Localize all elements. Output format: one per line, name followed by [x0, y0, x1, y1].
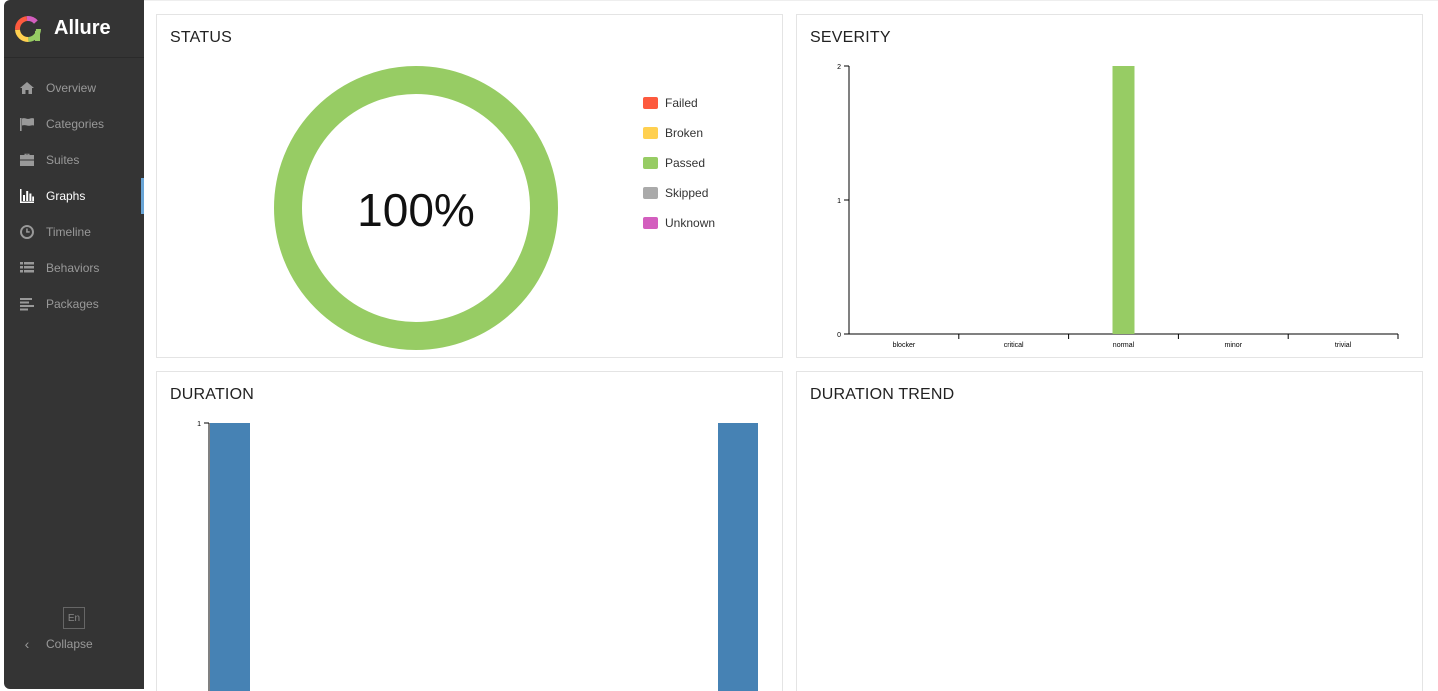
- legend-swatch: [643, 187, 658, 199]
- legend-label: Failed: [665, 96, 698, 110]
- status-chart: 100%: [274, 66, 558, 350]
- donut-center-label: 100%: [357, 184, 475, 236]
- collapse-button[interactable]: ‹ Collapse: [18, 636, 93, 652]
- briefcase-icon: [18, 151, 36, 169]
- legend-label: Passed: [665, 156, 706, 170]
- x-tick-label: normal: [1113, 342, 1135, 349]
- sidebar-item-packages[interactable]: Packages: [4, 286, 144, 322]
- y-tick-label: 1: [197, 421, 201, 428]
- sidebar-item-label: Categories: [46, 117, 105, 131]
- align-left-icon: [18, 295, 36, 313]
- sidebar-item-label: Behaviors: [46, 261, 100, 275]
- clock-icon: [18, 223, 36, 241]
- list-icon: [18, 259, 36, 277]
- x-tick-label: blocker: [893, 342, 916, 349]
- status-legend: Failed Broken Passed Skipped Unknown: [643, 88, 715, 238]
- widget-title: STATUS: [170, 29, 232, 46]
- bar-chart-icon: [18, 187, 36, 205]
- x-tick-label: trivial: [1335, 342, 1352, 349]
- y-tick-label: 0: [837, 332, 841, 339]
- legend-item-failed[interactable]: Failed: [643, 88, 715, 118]
- legend-item-broken[interactable]: Broken: [643, 118, 715, 148]
- legend-swatch: [643, 157, 658, 169]
- sidebar-item-label: Graphs: [46, 189, 86, 203]
- bar-normal: [1112, 66, 1135, 334]
- chevron-left-icon: ‹: [24, 636, 30, 652]
- sidebar-item-label: Suites: [46, 153, 80, 167]
- duration-chart: 1: [197, 421, 758, 691]
- duration-widget: DURATION 1: [156, 371, 783, 691]
- y-tick-label: 1: [837, 198, 841, 205]
- duration-bar: [210, 423, 250, 691]
- sidebar-item-label: Overview: [46, 81, 97, 95]
- flag-icon: [18, 115, 36, 133]
- sidebar-item-overview[interactable]: Overview: [4, 70, 144, 106]
- sidebar-item-label: Packages: [46, 297, 99, 311]
- legend-swatch: [643, 217, 658, 229]
- legend-item-unknown[interactable]: Unknown: [643, 208, 715, 238]
- legend-item-passed[interactable]: Passed: [643, 148, 715, 178]
- legend-swatch: [643, 97, 658, 109]
- sidebar: Allure Overview Categories Suites Graphs: [4, 0, 144, 689]
- collapse-label: Collapse: [46, 637, 93, 651]
- legend-label: Unknown: [665, 216, 716, 230]
- brand-name: Allure: [54, 17, 111, 39]
- legend-swatch: [643, 127, 658, 139]
- sidebar-nav: Overview Categories Suites Graphs Timeli…: [4, 70, 144, 322]
- language-selector[interactable]: En: [63, 607, 85, 629]
- duration-trend-widget: DURATION TREND: [796, 371, 1423, 691]
- sidebar-item-label: Timeline: [46, 225, 91, 239]
- sidebar-item-suites[interactable]: Suites: [4, 142, 144, 178]
- top-border: [144, 0, 1438, 1]
- widget-title: SEVERITY: [810, 29, 891, 46]
- sidebar-item-timeline[interactable]: Timeline: [4, 214, 144, 250]
- sidebar-item-behaviors[interactable]: Behaviors: [4, 250, 144, 286]
- widget-title: DURATION TREND: [810, 386, 955, 403]
- allure-logo-icon: [15, 15, 41, 42]
- sidebar-item-graphs[interactable]: Graphs: [4, 178, 144, 214]
- severity-chart: 0 1 2 blocker critical normal minor trivial: [837, 64, 1399, 349]
- widget-title: DURATION: [170, 386, 254, 403]
- donut-ring-passed: [274, 66, 558, 350]
- legend-label: Broken: [665, 126, 704, 140]
- duration-bar: [718, 423, 758, 691]
- x-tick-label: minor: [1225, 342, 1243, 349]
- status-widget: STATUS 100% Failed Broken Passed Skipped…: [156, 14, 783, 358]
- legend-item-skipped[interactable]: Skipped: [643, 178, 715, 208]
- y-tick-label: 2: [837, 64, 841, 71]
- home-icon: [18, 79, 36, 97]
- x-tick-label: critical: [1004, 342, 1024, 349]
- legend-label: Skipped: [665, 186, 709, 200]
- sidebar-item-categories[interactable]: Categories: [4, 106, 144, 142]
- severity-widget: SEVERITY 0 1 2 blocker critical normal minor tr…: [796, 14, 1423, 358]
- brand[interactable]: Allure: [4, 0, 144, 58]
